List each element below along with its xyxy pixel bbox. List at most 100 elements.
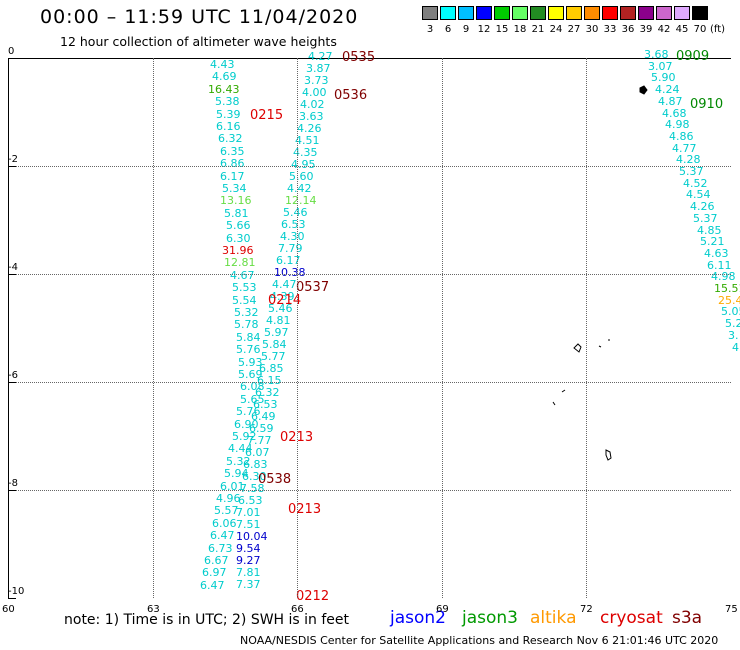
swh-value: 6.01 — [220, 479, 245, 493]
pass-time-label: 0215 — [250, 108, 284, 123]
swh-value: 12.14 — [285, 194, 317, 207]
swh-value: 4.54 — [686, 188, 711, 202]
swh-value: 5.84 — [262, 338, 287, 351]
page-subtitle: 12 hour collection of altimeter wave hei… — [60, 34, 337, 49]
map-frame — [8, 58, 731, 598]
swh-value: 12.81 — [224, 256, 256, 270]
scale-swatch — [692, 6, 708, 20]
swh-value: 5.94 — [224, 467, 249, 481]
swh-value: 9.54 — [236, 542, 261, 555]
x-axis-label: 69 — [436, 604, 449, 615]
swh-value: 4.43 — [210, 58, 235, 71]
swh-value: 5.23 — [725, 317, 740, 331]
swh-value: 5.93 — [238, 355, 263, 369]
swh-value: 4.98 — [711, 270, 736, 284]
x-axis-label: 72 — [580, 604, 593, 615]
swh-value: 4.96 — [216, 492, 241, 505]
swh-value: 6.16 — [216, 120, 241, 133]
swh-value: 5.34 — [222, 182, 247, 195]
swh-value: 6.59 — [249, 422, 274, 435]
swh-value: 7.81 — [236, 566, 261, 579]
gridline — [8, 490, 731, 491]
legend-jason2: jason2 — [390, 608, 446, 628]
swh-value: 6.53 — [238, 494, 263, 507]
swh-value: 4.44 — [228, 442, 253, 456]
y-axis-label: -2 — [8, 154, 18, 165]
y-axis-label: 0 — [8, 46, 15, 57]
swh-value: 4.81 — [266, 314, 291, 327]
swh-value: 6.08 — [240, 380, 265, 394]
scale-swatch — [458, 6, 474, 20]
swh-value: 6.86 — [220, 157, 245, 171]
swh-value: 3.68 — [644, 48, 669, 61]
swh-value: 5.21 — [700, 235, 725, 249]
scale-label: 15 — [495, 24, 509, 35]
x-axis-label: 75 — [725, 604, 738, 615]
scale-label: 33 — [603, 24, 617, 35]
swh-value: 10.04 — [236, 530, 268, 543]
scale-label: 18 — [513, 24, 527, 35]
swh-value: 3.73 — [304, 74, 329, 87]
swh-value: 5.05 — [721, 305, 740, 319]
swh-value: 5.90 — [651, 71, 676, 85]
scale-swatch — [422, 6, 438, 20]
scale-swatch — [602, 6, 618, 20]
swh-value: 6.17 — [220, 169, 245, 183]
swh-value: 4.86 — [669, 129, 694, 143]
swh-value: 3. — [728, 328, 739, 342]
swh-value: 4.28 — [676, 153, 701, 167]
swh-value: 4.24 — [655, 83, 680, 97]
legend-altika: altika — [530, 608, 577, 628]
swh-value: 4.26 — [297, 122, 322, 135]
swh-value: 25.43 — [718, 293, 740, 307]
swh-value: 4 — [732, 340, 739, 354]
swh-value: 5.32 — [234, 306, 259, 319]
legend-s3a: s3a — [672, 608, 703, 628]
swh-value: 5.53 — [232, 281, 257, 295]
swh-value: 5.76 — [236, 343, 261, 357]
scale-units: (ft) — [710, 24, 726, 35]
swh-value: 7.58 — [240, 482, 265, 495]
tick-mark — [8, 166, 16, 167]
swh-value: 5.54 — [232, 293, 257, 307]
swh-value: 6.30 — [226, 231, 251, 245]
scale-swatch — [638, 6, 654, 20]
swh-value: 6.49 — [251, 410, 276, 423]
gridline — [153, 58, 154, 598]
swh-value: 5.39 — [216, 107, 241, 121]
swh-value: 7.79 — [278, 242, 303, 255]
swh-value: 4.63 — [704, 246, 729, 260]
swh-value: 6.73 — [208, 541, 233, 555]
swh-value: 4.51 — [295, 134, 320, 147]
swh-value: 16.43 — [208, 82, 240, 96]
swh-value: 4.00 — [302, 86, 327, 99]
swh-value: 6.53 — [253, 398, 278, 411]
pass-time-label: 0213 — [280, 430, 314, 445]
x-axis-label: 60 — [2, 604, 15, 615]
swh-value: 4.69 — [212, 70, 237, 84]
pass-time-label: 0214 — [268, 293, 302, 308]
gridline — [442, 58, 443, 598]
swh-value: 15.51 — [714, 282, 740, 295]
scale-swatch — [548, 6, 564, 20]
swh-value: 4.98 — [665, 118, 690, 132]
scale-label: 3 — [426, 24, 434, 35]
swh-value: 4.68 — [662, 106, 687, 120]
swh-value: 9.27 — [236, 554, 261, 567]
swh-value: 7.51 — [236, 518, 261, 531]
swh-value: 5.65 — [240, 392, 265, 406]
scale-label: 42 — [657, 24, 671, 35]
scale-swatch — [476, 6, 492, 20]
gridline — [8, 166, 731, 167]
swh-value: 6.35 — [220, 144, 245, 158]
gridline — [8, 274, 731, 275]
swh-value: 7.01 — [236, 506, 261, 519]
swh-value: 6.30 — [242, 470, 267, 483]
swh-value: 5.84 — [236, 330, 261, 344]
swh-value: 5.92 — [232, 430, 257, 443]
swh-value: 5.37 — [679, 165, 704, 178]
tick-mark — [8, 490, 16, 491]
scale-swatch — [584, 6, 600, 20]
swh-value: 6.32 — [218, 132, 243, 146]
